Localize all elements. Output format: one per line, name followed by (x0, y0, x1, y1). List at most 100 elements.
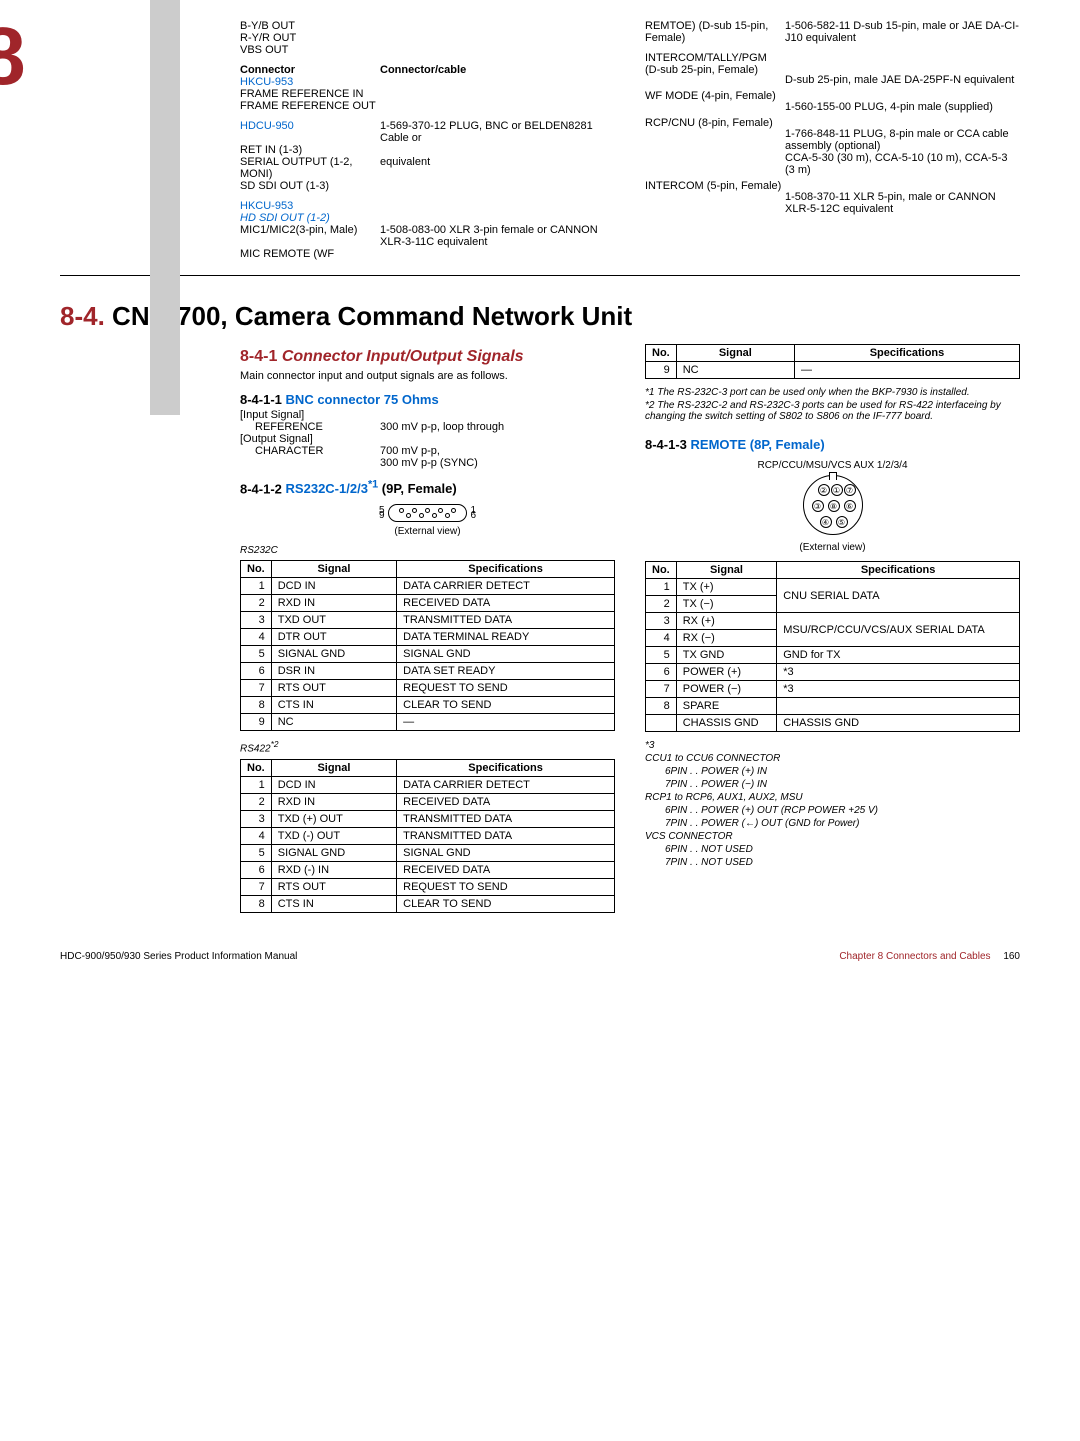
table-row: CHASSIS GNDCHASSIS GND (646, 715, 1020, 732)
fn3-3: RCP1 to RCP6, AUX1, AUX2, MSU (645, 792, 1020, 803)
table-row: 5SIGNAL GNDSIGNAL GND (241, 646, 615, 663)
table-row: 4TXD (-) OUTTRANSMITTED DATA (241, 827, 615, 844)
page-footer: HDC-900/950/930 Series Product Informati… (60, 951, 1020, 962)
bnc-char-v2: 300 mV p-p (SYNC) (380, 457, 615, 469)
rs232c-table: No.SignalSpecifications 1DCD INDATA CARR… (240, 560, 615, 731)
sub-8412-title: RS232C-1/2/3 (286, 481, 368, 496)
top-left-col: B-Y/B OUT R-Y/R OUT VBS OUT Connector Co… (240, 20, 615, 260)
top-connector-section: B-Y/B OUT R-Y/R OUT VBS OUT Connector Co… (240, 20, 1020, 260)
external-view-caption-2: (External view) (645, 542, 1020, 553)
top-right-col: REMTOE) (D-sub 15-pin, Female)1-506-582-… (645, 20, 1020, 260)
connector-8p-diagram: RCP/CCU/MSU/VCS AUX 1/2/3/4 ② ① ⑦ ③ ⑧ ⑥ … (645, 460, 1020, 553)
subsub-8413: 8-4-1-3 REMOTE (8P, Female) (645, 437, 1020, 452)
hkcu953-link-1[interactable]: HKCU-953 (240, 76, 615, 88)
rcp-cnu-value: 1-766-848-11 PLUG, 8-pin male or CCA cab… (785, 117, 1020, 152)
remtoe-value: 1-506-582-11 D-sub 15-pin, male or JAE D… (785, 20, 1020, 44)
fn3-2: 7PIN . . POWER (−) IN (665, 779, 1020, 790)
bnc-reference: REFERENCE (240, 421, 380, 433)
fn3-1: 6PIN . . POWER (+) IN (665, 766, 1020, 777)
mic1-value: 1-508-083-00 XLR 3-pin female or CANNON … (380, 224, 615, 248)
footnote-1: *1 The RS-232C-3 port can be used only w… (645, 387, 1020, 398)
top-right-small-table: No.SignalSpecifications 9NC— (645, 344, 1020, 379)
subsection-8-4-1: 8-4-1 Connector Input/Output Signals (240, 348, 615, 366)
intercom-tally-value: D-sub 25-pin, male JAE DA-25PF-N equival… (785, 52, 1020, 86)
table-row: 7POWER (−)*3 (646, 681, 1020, 698)
remote-table: No.SignalSpecifications 1TX (+)CNU SERIA… (645, 561, 1020, 732)
bnc-reference-value: 300 mV p-p, loop through (380, 421, 615, 433)
rs422-table: No.SignalSpecifications 1DCD INDATA CARR… (240, 759, 615, 913)
signal-vbs: VBS OUT (240, 44, 615, 56)
section-divider (60, 275, 1020, 276)
fn3-8: 7PIN . . NOT USED (665, 857, 1020, 868)
sub-8412-sup: *1 (368, 479, 378, 491)
th-signal: Signal (271, 561, 396, 578)
wf-mode-value: 1-560-155-00 PLUG, 4-pin male (supplied) (785, 90, 1020, 113)
table-row: 6DSR INDATA SET READY (241, 663, 615, 680)
sub-8412-num: 8-4-1-2 (240, 481, 282, 496)
bnc-input-label: [Input Signal] (240, 409, 615, 421)
frame-ref-out: FRAME REFERENCE OUT (240, 100, 615, 112)
cca-label (645, 152, 785, 176)
table-row: 8SPARE (646, 698, 1020, 715)
table-row: 3RX (+)MSU/RCP/CCU/VCS/AUX SERIAL DATA (646, 613, 1020, 630)
footnote-3-label: *3 (645, 740, 1020, 751)
page-number: 160 (1003, 951, 1020, 962)
sub-8411-title: BNC connector 75 Ohms (286, 392, 439, 407)
footnote-2: *2 The RS-232C-2 and RS-232C-3 ports can… (645, 400, 1020, 422)
th-no: No. (241, 561, 272, 578)
table-row: 3TXD (+) OUTTRANSMITTED DATA (241, 810, 615, 827)
section-text: CNU-700, Camera Command Network Unit (112, 301, 632, 331)
section-8-4-title: 8-4. CNU-700, Camera Command Network Uni… (60, 301, 1020, 332)
main-content: B-Y/B OUT R-Y/R OUT VBS OUT Connector Co… (240, 20, 1020, 921)
bnc-output-label: [Output Signal] (240, 433, 615, 445)
external-view-caption-1: (External view) (240, 526, 615, 537)
serial-output-value: equivalent (380, 156, 615, 180)
sub-8411-num: 8-4-1-1 (240, 392, 282, 407)
table-row: 4DTR OUTDATA TERMINAL READY (241, 629, 615, 646)
gray-sidebar-bar (150, 0, 180, 415)
subsub-8411: 8-4-1-1 BNC connector 75 Ohms (240, 392, 615, 407)
hdcu950-link[interactable]: HDCU-950 (240, 120, 380, 144)
table-row: 7RTS OUTREQUEST TO SEND (241, 680, 615, 697)
fn3-7: 6PIN . . NOT USED (665, 844, 1020, 855)
hkcu953-link-2[interactable]: HKCU-953 (240, 200, 615, 212)
chapter-number: 8 (0, 10, 26, 104)
cca-value: CCA-5-30 (30 m), CCA-5-10 (10 m), CCA-5-… (785, 152, 1020, 176)
sub-841-title: Connector Input/Output Signals (282, 348, 524, 365)
signal-ryr: R-Y/R OUT (240, 32, 615, 44)
hd-sdi-out-link[interactable]: HD SDI OUT (1-2) (240, 212, 615, 224)
table-row: 8CTS INCLEAR TO SEND (241, 895, 615, 912)
table-row: 1DCD INDATA CARRIER DETECT (241, 776, 615, 793)
table-row: 8CTS INCLEAR TO SEND (241, 697, 615, 714)
bnc-char-v1: 700 mV p-p, (380, 445, 615, 457)
bnc-character: CHARACTER (240, 445, 380, 469)
hdcu950-value: 1-569-370-12 PLUG, BNC or BELDEN8281 Cab… (380, 120, 615, 144)
remtoe-label: REMTOE) (D-sub 15-pin, Female) (645, 20, 785, 44)
mic-remote: MIC REMOTE (WF (240, 248, 615, 260)
fn3-0: CCU1 to CCU6 CONNECTOR (645, 753, 1020, 764)
table-row: 2RXD INRECEIVED DATA (241, 793, 615, 810)
table-row: 3TXD OUTTRANSMITTED DATA (241, 612, 615, 629)
connector-cable-header: Connector/cable (380, 64, 615, 76)
intercom-5pin-label: INTERCOM (5-pin, Female) (645, 180, 785, 215)
intercom-tally-label: INTERCOM/TALLY/PGM (D-sub 25-pin, Female… (645, 52, 785, 86)
fn3-4: 6PIN . . POWER (+) OUT (RCP POWER +25 V) (665, 805, 1020, 816)
table-row: 5TX GNDGND for TX (646, 647, 1020, 664)
table-row: 9NC— (646, 362, 1020, 379)
th-spec: Specifications (397, 561, 615, 578)
table-row: 7RTS OUTREQUEST TO SEND (241, 878, 615, 895)
subsub-8412: 8-4-1-2 RS232C-1/2/3*1 (9P, Female) (240, 479, 615, 496)
sub-841-num: 8-4-1 (240, 348, 277, 365)
fn3-5: 7PIN . . POWER (←) OUT (GND for Power) (665, 818, 1020, 829)
table-row: 6POWER (+)*3 (646, 664, 1020, 681)
connector-header: Connector (240, 64, 380, 76)
sub-8413-title: REMOTE (8P, Female) (691, 437, 825, 452)
sub-8412-suffix: (9P, Female) (378, 481, 457, 496)
sd-sdi-out: SD SDI OUT (1-3) (240, 180, 615, 192)
signal-byb: B-Y/B OUT (240, 20, 615, 32)
sub-841-text: Main connector input and output signals … (240, 370, 615, 382)
table-row: 1TX (+)CNU SERIAL DATA (646, 579, 1020, 596)
table-row: 1DCD INDATA CARRIER DETECT (241, 578, 615, 595)
table-row: 6RXD (-) INRECEIVED DATA (241, 861, 615, 878)
wf-mode-label: WF MODE (4-pin, Female) (645, 90, 785, 113)
